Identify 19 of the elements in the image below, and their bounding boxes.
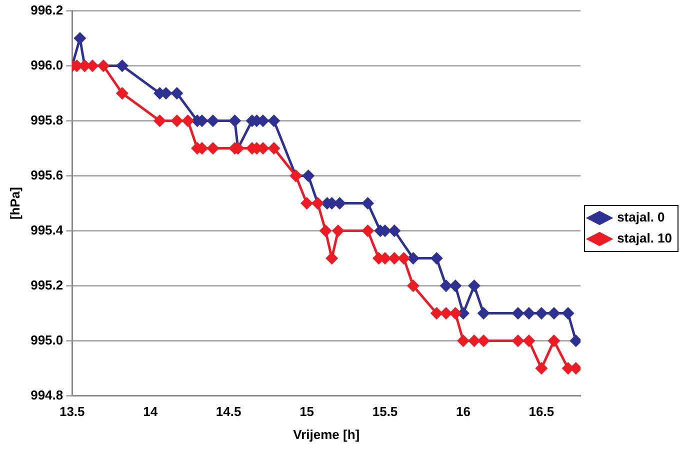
x-tick-label: 13.5 — [59, 404, 85, 420]
y-tick-label: 995.2 — [30, 277, 64, 292]
y-tick-label: 995.8 — [30, 112, 64, 128]
x-tick-label: 14.5 — [216, 404, 242, 420]
x-axis-title: Vrijeme [h] — [293, 426, 360, 442]
y-axis-title: [hPa] — [7, 187, 22, 220]
y-tick-label: 995.6 — [30, 167, 64, 182]
legend-label: stajal. 0 — [617, 210, 665, 225]
x-tick-label: 16 — [456, 404, 470, 420]
legend-label: stajal. 10 — [617, 230, 672, 246]
y-tick-label: 995.4 — [30, 222, 64, 238]
y-tick-label: 995.0 — [30, 332, 64, 348]
x-tick-label: 15 — [300, 404, 314, 420]
y-tick-label: 996.2 — [30, 2, 64, 18]
y-tick-label: 994.8 — [30, 387, 64, 402]
x-tick-label: 14 — [143, 404, 158, 420]
x-tick-label: 15.5 — [372, 404, 398, 420]
x-tick-label: 16.5 — [528, 404, 554, 420]
y-tick-label: 996.0 — [30, 57, 64, 72]
